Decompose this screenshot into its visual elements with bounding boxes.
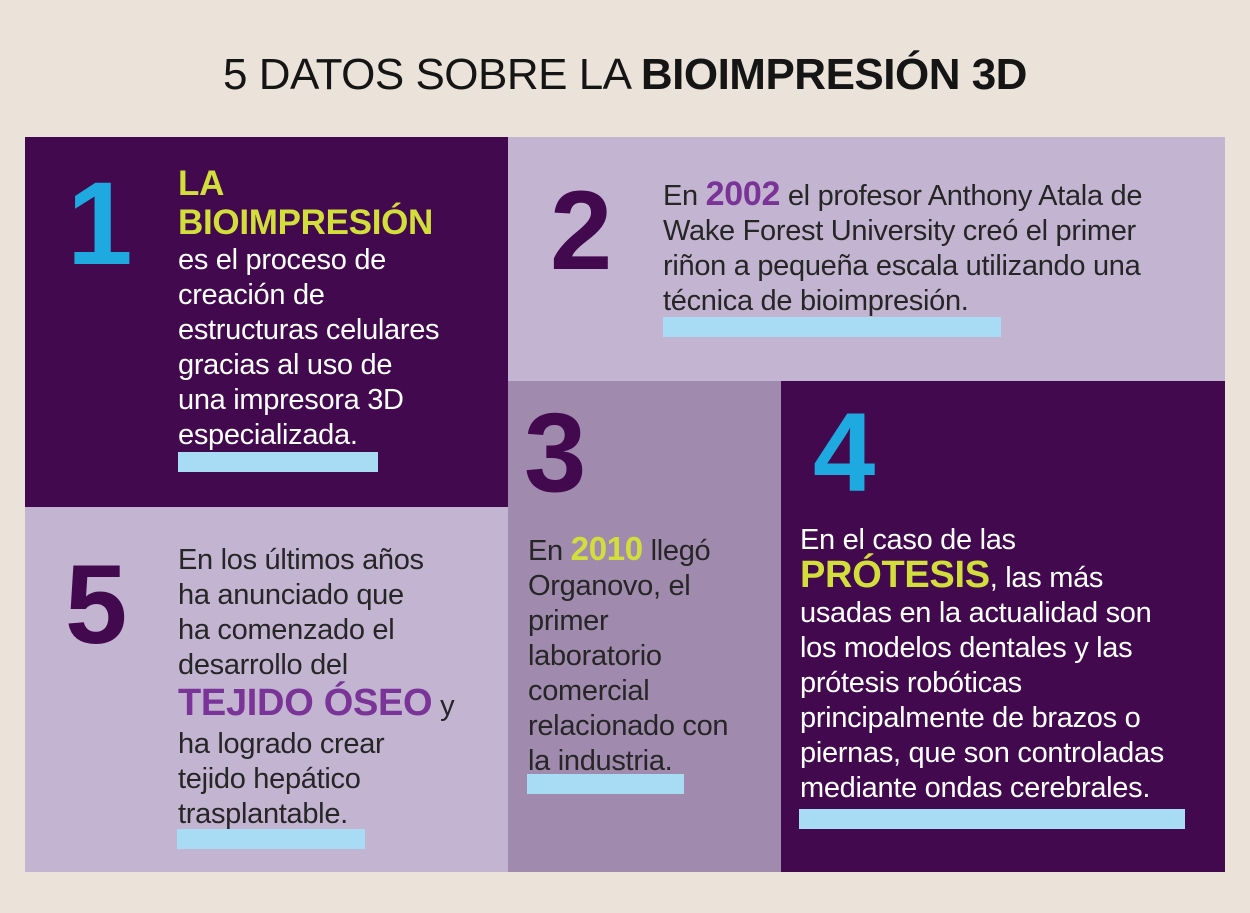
fact-1-panel: 1 LA BIOIMPRESIÓN es el proceso de creac… [25,137,508,507]
fact-3-line: laboratorio [528,640,662,672]
fact-2-year: 2002 [705,175,781,213]
fact-5-keyword: TEJIDO ÓSEO [178,682,433,724]
fact-2-line-1: En 2002 el profesor Anthony Atala de [663,175,1143,214]
fact-4-line: los modelos dentales y las [800,632,1133,664]
fact-1-line: una impresora 3D [178,384,404,416]
fact-5-line: ha logrado crear [178,728,385,760]
fact-5-line: tejido hepático [178,763,361,795]
fact-1-last-line: especializada. [178,419,358,451]
fact-5-keyword-post: y [432,690,455,722]
fact-1-line: estructuras celulares [178,314,440,346]
fact-3-line: primer [528,605,609,637]
fact-4-line: principalmente de brazos o [800,702,1141,734]
fact-1-line: creación de [178,279,325,311]
fact-3-panel: 3 En 2010 llegó Organovo, el primer labo… [508,381,781,872]
fact-1-line: es el proceso de [178,244,386,276]
fact-1-number: 1 [67,158,133,290]
fact-3-pre: En [528,535,571,567]
fact-5-last-line: trasplantable. [178,798,348,830]
fact-4-number: 4 [813,390,876,515]
fact-5-line: ha comenzado el [178,614,395,646]
fact-4-keyword-post: , las más [989,562,1104,594]
fact-1-heading-2: BIOIMPRESIÓN [178,203,434,242]
fact-5-line: En los últimos años [178,544,424,576]
fact-1-line: gracias al uso de [178,349,393,381]
fact-2-post: el profesor Anthony Atala de [780,180,1143,212]
fact-3-text: En 2010 llegó Organovo, el primer labora… [528,531,729,779]
page-title: 5 DATOS SOBRE LA BIOIMPRESIÓN 3D [0,50,1250,100]
fact-3-number: 3 [524,390,587,515]
fact-4-highlight [799,809,1185,829]
title-regular: 5 DATOS SOBRE LA [223,50,641,99]
fact-5-highlight [177,829,365,849]
fact-3-line-1: En 2010 llegó [528,531,728,569]
fact-5-line: ha anunciado que [178,579,404,611]
fact-3-highlight [527,774,684,794]
fact-4-line: usadas en la actualidad son [800,597,1152,629]
fact-3-line: relacionado con [528,710,729,742]
fact-4-keyword-line: PRÓTESIS, las más [800,556,1164,596]
fact-1-text: LA BIOIMPRESIÓN es el proceso de creació… [178,164,440,453]
fact-5-text: En los últimos años ha anunciado que ha … [178,543,455,832]
fact-3-line: Organovo, el [528,570,691,602]
fact-5-panel: 5 En los últimos años ha anunciado que h… [25,507,508,872]
fact-5-number: 5 [65,542,128,667]
fact-4-text: En el caso de las PRÓTESIS, las más usad… [800,523,1164,806]
fact-5-keyword-line: TEJIDO ÓSEO y [178,682,455,727]
fact-2-highlight [663,317,1001,337]
fact-5-line: desarrollo del [178,649,348,681]
fact-3-line: comercial [528,675,650,707]
fact-3-year: 2010 [570,530,644,567]
fact-3-post: llegó [642,535,711,567]
fact-2-panel: 2 En 2002 el profesor Anthony Atala de W… [508,137,1225,381]
fact-2-line: riñon a pequeña escala utilizando una [663,250,1141,282]
fact-1-heading-1: LA [178,164,225,203]
fact-4-keyword: PRÓTESIS [800,554,990,596]
fact-2-pre: En [663,180,706,212]
fact-1-highlight [178,452,378,472]
fact-2-line: Wake Forest University creó el primer [663,215,1136,247]
fact-4-last-line: mediante ondas cerebrales. [800,772,1151,804]
fact-4-panel: 4 En el caso de las PRÓTESIS, las más us… [781,381,1225,872]
fact-3-last-line: la industria. [528,745,673,777]
fact-2-last-line: técnica de bioimpresión. [663,285,969,317]
fact-4-line: piernas, que son controladas [800,737,1165,769]
fact-4-line-1: En el caso de las [800,524,1016,556]
fact-4-line: prótesis robóticas [800,667,1022,699]
fact-2-text: En 2002 el profesor Anthony Atala de Wak… [663,175,1143,319]
title-bold: BIOIMPRESIÓN 3D [640,50,1028,99]
fact-2-number: 2 [550,168,613,293]
